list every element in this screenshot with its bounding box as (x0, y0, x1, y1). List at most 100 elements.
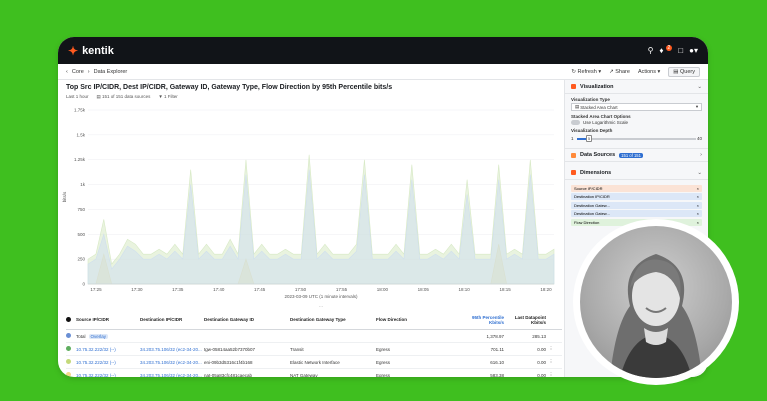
depth-slider[interactable]: 1 5 40 (571, 134, 702, 144)
query-button[interactable]: ▤ Query (668, 66, 700, 77)
x-tick-label: 18:00 (377, 287, 389, 292)
table-header: Source IP/CIDR Destination IP/CIDR Desti… (66, 310, 562, 330)
col-gateway-id[interactable]: Destination Gateway ID (204, 317, 255, 322)
x-tick-label: 17:45 (254, 287, 266, 292)
breadcrumb-bar: ‹ Core › Data Explorer ↻ Refresh ▾ ↗ Sha… (58, 64, 708, 80)
share-button[interactable]: ↗ Share (609, 68, 630, 75)
col-last[interactable]: Last Datapoint Kbits/s (514, 314, 546, 325)
bell-icon[interactable]: ♦ (659, 46, 664, 55)
row-flow-direction: Egress (376, 346, 391, 352)
dimension-label: Destination Gatew... (574, 202, 610, 208)
viz-type-value: Stacked Area Chart (580, 104, 618, 110)
series-color-dot[interactable] (66, 359, 71, 364)
x-tick-label: 18:15 (499, 287, 511, 292)
remove-icon[interactable]: × (696, 219, 699, 225)
col-flow-direction[interactable]: Flow Direction (376, 317, 408, 322)
row-destination[interactable]: 34.203.75.106/32 (ec2-34-20... (140, 372, 202, 378)
dimensions-icon (571, 170, 576, 175)
row-flow-direction: Egress (376, 372, 391, 378)
col-destination[interactable]: Destination IP/CIDR (140, 317, 183, 322)
x-tick-label: 17:40 (213, 287, 225, 292)
chevron-down-icon: ⌄ (697, 169, 702, 176)
table-row[interactable]: 10.75.32.222/32 (--) 34.203.75.106/32 (e… (66, 369, 562, 377)
y-tick-label: 0 (82, 282, 85, 287)
total-row: Total Overlay 1,378.97 285.13 (66, 330, 562, 343)
col-p95[interactable]: 95th Percentile Kbits/s (471, 314, 504, 325)
chat-icon[interactable]: □ (678, 46, 684, 55)
row-gateway-type: NAT Gateway (290, 372, 318, 378)
stacked-area-chart[interactable]: bits/s 1.75k 1.5k 1.25k 1k 750 500 250 0 17:25 17:… (58, 102, 564, 312)
table-row[interactable]: 10.75.32.222/32 (--) 34.203.75.106/32 (e… (66, 343, 562, 356)
remove-icon[interactable]: × (696, 185, 699, 191)
kentik-logo[interactable]: ✦ kentik (68, 44, 114, 58)
dimension-chip[interactable]: Destination IP/CIDR × (571, 193, 702, 200)
search-icon[interactable]: ⚲ (647, 46, 654, 55)
col-gateway-type[interactable]: Destination Gateway Type (290, 317, 346, 322)
resize-handle-icon[interactable]: ⋯ (319, 304, 324, 310)
caret-down-icon: ▾ (695, 104, 698, 109)
dimension-label: Destination Gatew... (574, 211, 610, 216)
series-area-2[interactable] (87, 169, 555, 285)
table-row[interactable]: 10.75.32.222/32 (--) 34.203.75.106/32 (e… (66, 356, 562, 369)
data-sources-meta[interactable]: ▤ 151 of 151 data sources (96, 94, 151, 99)
row-source[interactable]: 10.75.32.222/32 (--) (76, 372, 116, 378)
log-scale-toggle[interactable] (571, 120, 580, 125)
row-menu-icon[interactable]: ⋮ (548, 372, 554, 377)
user-icon[interactable]: ●▾ (689, 46, 698, 55)
row-last: 0.00 (537, 359, 546, 365)
dimensions-section-header[interactable]: Dimensions ⌄ (565, 166, 708, 180)
row-destination[interactable]: 34.203.75.106/32 (ec2-34-20... (140, 359, 202, 365)
row-p95: 616.10 (490, 359, 504, 365)
breadcrumb: ‹ Core › Data Explorer (66, 69, 127, 75)
query-label: Query (680, 68, 695, 75)
breadcrumb-core[interactable]: Core (71, 68, 84, 75)
series-area-1[interactable] (87, 154, 555, 285)
chart-panel: Top Src IP/CIDR, Dest IP/CIDR, Gateway I… (58, 80, 564, 377)
dimension-chip[interactable]: Destination Gatew... × (571, 201, 702, 209)
back-icon[interactable]: ‹ (66, 68, 68, 75)
speaker-photo (580, 226, 732, 378)
breadcrumb-data-explorer[interactable]: Data Explorer (93, 68, 128, 75)
viz-type-select[interactable]: ▤ Stacked Area Chart ▾ (571, 103, 702, 111)
row-source[interactable]: 10.75.32.222/32 (--) (76, 359, 116, 365)
x-tick-label: 17:55 (336, 287, 348, 292)
row-gateway-id: tgw-05814aa52b7370b07 (204, 346, 256, 352)
remove-icon[interactable]: × (696, 202, 699, 208)
x-tick-label: 18:20 (540, 287, 552, 292)
data-sources-section-header[interactable]: Data Sources 151 of 151 › (565, 148, 708, 162)
remove-icon[interactable]: × (696, 211, 699, 216)
depth-label: Visualization Depth (571, 128, 613, 133)
x-axis-label: 2023-03-09 UTC (1 minute intervals) (284, 294, 358, 299)
visualization-section-header[interactable]: Visualization ⌄ (565, 80, 708, 94)
chart-title: Top Src IP/CIDR, Dest IP/CIDR, Gateway I… (66, 84, 393, 91)
overlay-badge[interactable]: Overlay (88, 333, 109, 339)
data-sources-title: Data Sources (580, 152, 616, 158)
log-scale-label: Use Logarithmic Scale (583, 120, 629, 125)
row-source[interactable]: 10.75.32.222/32 (--) (76, 346, 116, 352)
select-all-dot[interactable] (66, 316, 71, 322)
series-color-dot[interactable] (66, 372, 71, 377)
refresh-button[interactable]: ↻ Refresh ▾ (571, 68, 602, 75)
row-menu-icon[interactable]: ⋮ (548, 346, 554, 351)
dimension-chip[interactable]: Source IP/CIDR × (571, 184, 702, 192)
total-dot[interactable] (66, 333, 71, 338)
filter-meta[interactable]: ▼ 1 Filter (158, 94, 178, 99)
row-p95: 701.11 (490, 346, 504, 352)
chevron-right-icon: › (87, 68, 90, 75)
x-tick-label: 18:05 (418, 287, 430, 292)
row-gateway-id: eni-09b3d5316c1f4b168 (204, 359, 253, 365)
depth-slider-handle[interactable]: 5 (586, 135, 592, 142)
x-tick-label: 17:50 (295, 287, 307, 292)
row-last: 0.00 (537, 372, 546, 378)
time-range[interactable]: Last 1 hour (66, 94, 89, 99)
col-source[interactable]: Source IP/CIDR (76, 317, 110, 322)
actions-button[interactable]: Actions ▾ (637, 68, 661, 75)
dimension-chip[interactable]: Destination Gatew... × (571, 210, 702, 217)
row-flow-direction: Egress (376, 359, 391, 365)
remove-icon[interactable]: × (696, 194, 699, 199)
x-tick-label: 17:35 (172, 287, 184, 292)
row-menu-icon[interactable]: ⋮ (548, 359, 554, 364)
chevron-down-icon: ⌄ (697, 83, 702, 90)
series-color-dot[interactable] (66, 346, 71, 351)
row-destination[interactable]: 34.203.75.106/32 (ec2-34-20... (140, 346, 202, 352)
